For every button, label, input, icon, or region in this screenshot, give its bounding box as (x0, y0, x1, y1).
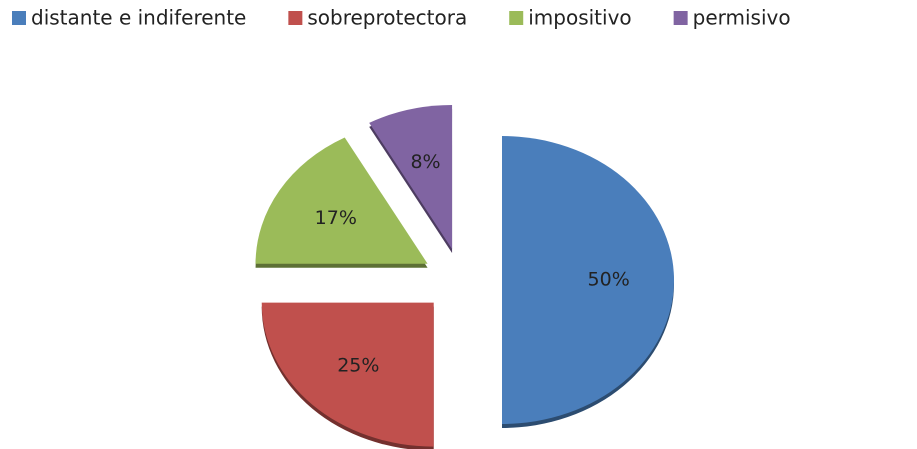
legend-swatch (673, 11, 688, 25)
data-label: 17% (315, 207, 357, 229)
legend-label: distante e indiferente (31, 6, 246, 30)
legend-swatch (288, 11, 303, 25)
slice (261, 302, 434, 447)
data-label: 25% (337, 354, 379, 376)
slice (369, 105, 453, 250)
legend-label: sobreprotectora (307, 6, 467, 30)
slice (502, 136, 674, 424)
legend-label: permisivo (693, 6, 791, 30)
data-label: 8% (410, 151, 440, 173)
legend-label: impositivo (528, 6, 631, 30)
legend-swatch (509, 11, 524, 25)
slice (255, 137, 428, 264)
legend-swatch (12, 11, 26, 25)
data-label: 50% (588, 269, 630, 291)
